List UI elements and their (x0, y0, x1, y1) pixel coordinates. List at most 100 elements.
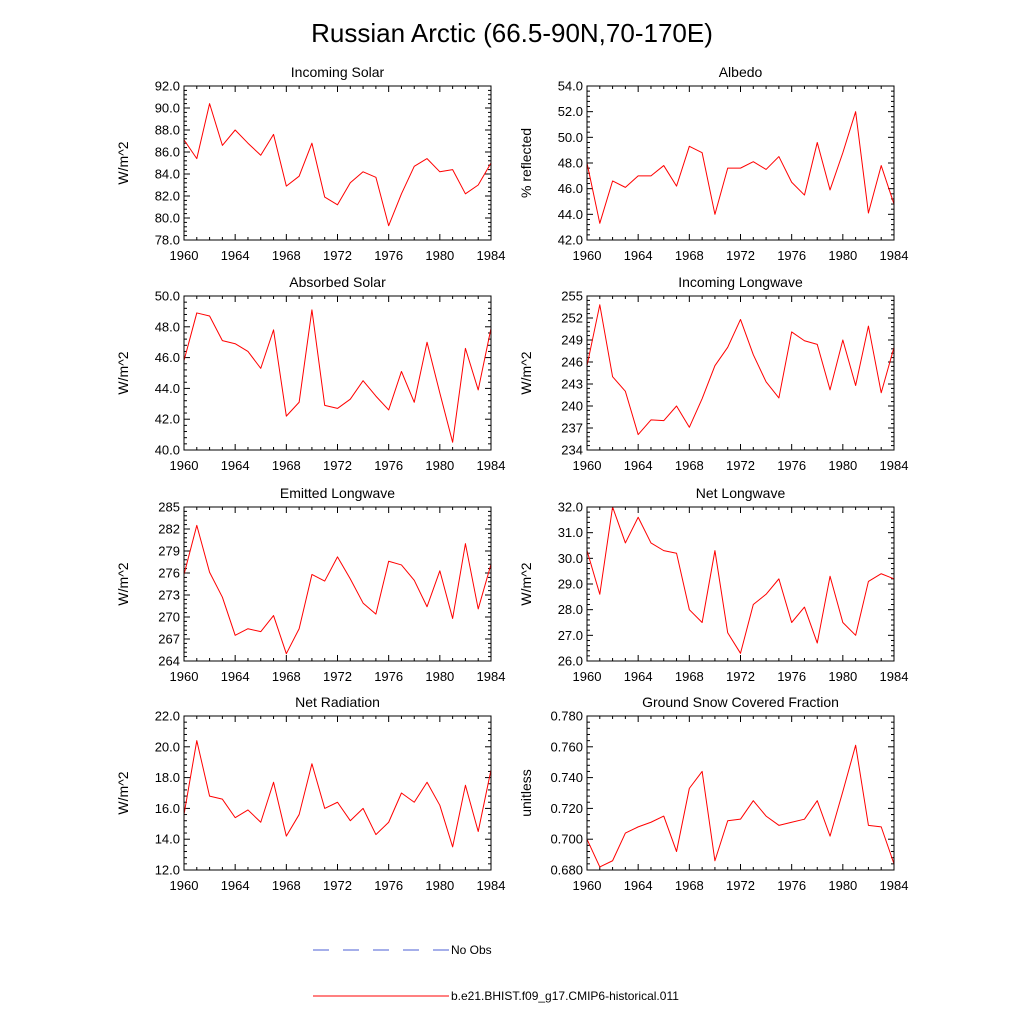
y-tick-label: 54.0 (558, 79, 583, 94)
y-tick-label: 279 (158, 544, 180, 559)
panel-5: Emitted Longwave W/m^2 1960 1964 1968 1972 197… (115, 485, 505, 684)
y-tick-label: 32.0 (558, 500, 583, 515)
y-tick-label: 26.0 (558, 654, 583, 669)
y-axis-label: % reflected (518, 128, 534, 198)
x-tick-label: 1980 (425, 669, 454, 684)
x-tick-label: 1980 (425, 248, 454, 263)
plot-frame (586, 295, 895, 451)
x-tick-label: 1976 (374, 669, 403, 684)
panel-4: Incoming Longwave W/m^2 1960 1964 1968 1972 19… (518, 274, 908, 473)
y-tick-label: 0.720 (550, 801, 583, 816)
x-tick-label: 1972 (726, 878, 755, 893)
y-tick-label: 42.0 (558, 233, 583, 248)
x-tick-label: 1984 (477, 458, 506, 473)
y-tick-label: 252 (561, 311, 583, 326)
panel-title: Incoming Solar (291, 64, 385, 80)
panel-3: Absorbed Solar W/m^2 1960 1964 1968 1972 1976 1… (115, 274, 505, 473)
plot-frame (586, 85, 895, 241)
x-tick-label: 1960 (170, 458, 199, 473)
x-tick-label: 1972 (323, 248, 352, 263)
plot-frame (183, 715, 492, 871)
x-tick-label: 1968 (272, 669, 301, 684)
y-tick-label: 84.0 (155, 167, 180, 182)
y-tick-label: 88.0 (155, 123, 180, 138)
x-tick-label: 1976 (777, 458, 806, 473)
x-tick-label: 1984 (880, 248, 909, 263)
legend-obs-label: No Obs (451, 943, 492, 957)
x-tick-label: 1964 (221, 878, 250, 893)
x-tick-label: 1976 (374, 878, 403, 893)
x-tick-label: 1968 (675, 878, 704, 893)
y-tick-label: 0.700 (550, 832, 583, 847)
x-tick-label: 1960 (170, 878, 199, 893)
y-tick-label: 18.0 (155, 770, 180, 785)
x-tick-label: 1972 (323, 878, 352, 893)
plot-frame (183, 85, 492, 241)
y-tick-label: 82.0 (155, 189, 180, 204)
panel-8: Ground Snow Covered Fraction unitless 1960… (518, 694, 908, 893)
x-tick-label: 1964 (624, 878, 653, 893)
series-line (586, 111, 895, 224)
x-tick-label: 1976 (777, 669, 806, 684)
panel-title: Ground Snow Covered Fraction (642, 694, 839, 710)
y-tick-label: 44.0 (558, 207, 583, 222)
y-tick-label: 31.0 (558, 525, 583, 540)
panel-title: Net Radiation (295, 694, 380, 710)
plot-frame (586, 506, 895, 662)
y-tick-label: 0.740 (550, 770, 583, 785)
y-tick-label: 42.0 (155, 412, 180, 427)
x-tick-label: 1964 (624, 669, 653, 684)
x-tick-label: 1976 (777, 248, 806, 263)
y-tick-label: 86.0 (155, 145, 180, 160)
x-tick-label: 1976 (777, 878, 806, 893)
x-tick-label: 1972 (323, 669, 352, 684)
x-tick-label: 1964 (221, 248, 250, 263)
y-tick-label: 255 (561, 289, 583, 304)
x-tick-label: 1984 (880, 669, 909, 684)
series-line (586, 744, 895, 868)
y-tick-label: 0.680 (550, 863, 583, 878)
x-tick-label: 1964 (624, 248, 653, 263)
y-tick-label: 282 (158, 522, 180, 537)
y-tick-label: 264 (158, 654, 180, 669)
y-tick-label: 16.0 (155, 801, 180, 816)
x-tick-label: 1972 (726, 458, 755, 473)
panel-2: Albedo % reflected 1960 1964 1968 1972 1976 198… (518, 64, 908, 263)
y-tick-label: 46.0 (558, 181, 583, 196)
y-tick-label: 0.780 (550, 709, 583, 724)
x-tick-label: 1968 (675, 248, 704, 263)
y-tick-label: 240 (561, 399, 583, 414)
x-tick-label: 1964 (221, 458, 250, 473)
x-tick-label: 1960 (573, 878, 602, 893)
y-tick-label: 48.0 (155, 319, 180, 334)
y-axis-label: W/m^2 (518, 562, 534, 605)
y-axis-label: W/m^2 (115, 351, 131, 394)
x-tick-label: 1984 (880, 458, 909, 473)
x-tick-label: 1972 (726, 669, 755, 684)
y-tick-label: 14.0 (155, 832, 180, 847)
y-tick-label: 50.0 (558, 130, 583, 145)
y-tick-label: 92.0 (155, 79, 180, 94)
y-tick-label: 78.0 (155, 233, 180, 248)
x-tick-label: 1972 (726, 248, 755, 263)
x-tick-label: 1968 (675, 458, 704, 473)
y-axis-label: unitless (518, 769, 534, 816)
x-tick-label: 1960 (170, 248, 199, 263)
x-tick-label: 1964 (624, 458, 653, 473)
y-tick-label: 80.0 (155, 211, 180, 226)
legend-model-label: b.e21.BHIST.f09_g17.CMIP6-historical.011 (451, 989, 679, 1003)
plot-frame (183, 506, 492, 662)
y-tick-label: 243 (561, 377, 583, 392)
x-tick-label: 1968 (272, 878, 301, 893)
x-tick-label: 1980 (828, 248, 857, 263)
y-tick-label: 30.0 (558, 551, 583, 566)
panel-6: Net Longwave W/m^2 1960 1964 1968 1972 1976 198… (518, 485, 908, 684)
series-line (183, 740, 492, 848)
y-tick-label: 28.0 (558, 602, 583, 617)
x-tick-label: 1980 (828, 458, 857, 473)
x-tick-label: 1980 (828, 878, 857, 893)
plot-frame (183, 295, 492, 451)
y-axis-label: W/m^2 (115, 141, 131, 184)
x-tick-label: 1968 (675, 669, 704, 684)
panel-title: Incoming Longwave (678, 274, 803, 290)
